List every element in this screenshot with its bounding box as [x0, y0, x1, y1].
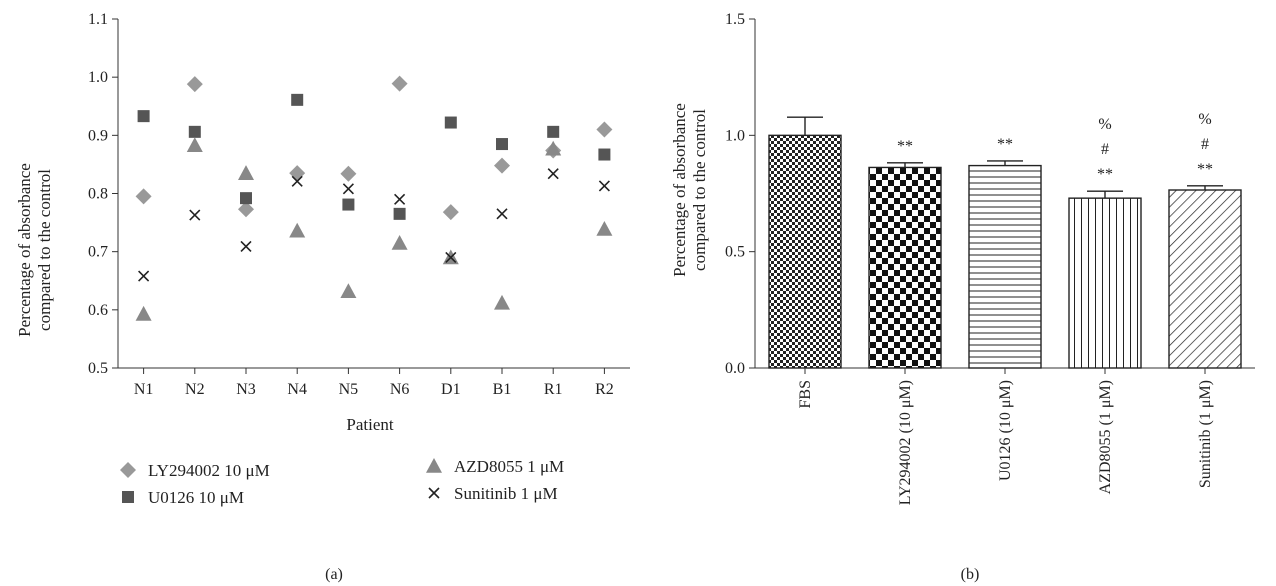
- data-point-cross: [598, 180, 610, 192]
- data-point-square: [291, 93, 304, 106]
- panel-label-a: (a): [325, 566, 343, 583]
- y-tick-label: 1.1: [88, 11, 108, 28]
- data-point-diamond: [391, 75, 408, 92]
- data-point-diamond: [289, 165, 306, 182]
- legend-marker-diamond: [120, 462, 136, 478]
- data-point-triangle: [545, 140, 562, 156]
- bar-4: [1168, 189, 1242, 369]
- scatter-panel-a: Percentage of absorbance compared to the…: [15, 11, 630, 583]
- legend-marker-triangle: [426, 458, 442, 473]
- y-tick-label: 1.5: [725, 11, 745, 28]
- x-tick-label: R1: [544, 381, 563, 398]
- significance-mark: **: [897, 138, 913, 155]
- data-point-cross: [138, 270, 150, 282]
- x-tick-label: N6: [390, 381, 410, 398]
- y-tick-label: 0.0: [725, 360, 745, 377]
- y-label-line-1: Percentage of absorbance: [670, 103, 689, 277]
- x-tick-label: AZD8055 (1 μM): [1097, 380, 1114, 494]
- data-point-cross: [240, 240, 252, 252]
- bar-panel-b: Percentage of absorbance compared to the…: [670, 11, 1255, 583]
- data-point-square: [137, 110, 150, 123]
- x-tick-label: LY294002 (10 μM): [897, 380, 914, 505]
- significance-mark: %: [1198, 111, 1211, 128]
- data-point-square: [444, 116, 457, 129]
- x-tick-label: N1: [134, 381, 154, 398]
- data-point-triangle: [391, 234, 408, 250]
- x-tick-label: FBS: [797, 380, 814, 408]
- data-point-triangle: [494, 294, 510, 310]
- data-point-cross: [496, 208, 508, 220]
- data-point-square: [342, 198, 355, 211]
- y-tick-label: 0.5: [725, 244, 745, 261]
- y-label-line-2: compared to the control: [690, 109, 709, 271]
- x-axis-label-a: Patient: [346, 415, 393, 434]
- significance-mark: #: [1101, 141, 1109, 158]
- data-point-cross: [445, 251, 457, 264]
- legend-label: U0126 10 μM: [148, 488, 244, 507]
- y-tick-label: 0.5: [88, 360, 108, 377]
- data-point-square: [393, 207, 406, 220]
- significance-mark: **: [997, 136, 1013, 153]
- data-point-triangle: [596, 220, 613, 236]
- data-point-triangle: [238, 165, 254, 180]
- y-tick-label: 1.0: [88, 69, 108, 86]
- data-point-diamond: [238, 201, 254, 218]
- y-tick-label: 0.9: [88, 127, 108, 144]
- data-point-square: [547, 125, 560, 138]
- data-point-triangle: [135, 305, 152, 321]
- x-tick-label: D1: [441, 381, 461, 398]
- data-point-diamond: [596, 121, 613, 138]
- y-tick-label: 0.8: [88, 186, 108, 203]
- y-axis-label-a: Percentage of absorbance compared to the…: [15, 163, 54, 337]
- bar-0: [768, 134, 842, 369]
- data-point-cross: [189, 209, 201, 221]
- data-point-triangle: [186, 137, 203, 153]
- x-tick-label: N3: [236, 381, 256, 398]
- data-point-cross: [547, 168, 559, 180]
- significance-mark: **: [1097, 166, 1113, 183]
- data-point-triangle: [289, 222, 306, 238]
- significance-mark: %: [1098, 116, 1111, 133]
- data-point-cross: [342, 183, 354, 195]
- data-point-diamond: [186, 76, 203, 93]
- legend-marker-square: [122, 491, 134, 503]
- data-point-diamond: [340, 165, 357, 182]
- x-tick-label: N4: [287, 381, 307, 398]
- y-label-line-2: compared to the control: [35, 169, 54, 331]
- legend-label: AZD8055 1 μM: [454, 457, 564, 476]
- x-tick-label: N5: [339, 381, 359, 398]
- data-point-diamond: [494, 157, 510, 174]
- data-point-cross: [394, 193, 406, 205]
- legend-label: LY294002 10 μM: [148, 461, 270, 480]
- x-tick-label: R2: [595, 381, 614, 398]
- x-tick-label: U0126 (10 μM): [997, 380, 1014, 481]
- data-point-square: [496, 138, 508, 151]
- data-point-diamond: [135, 188, 152, 205]
- significance-mark: **: [1197, 161, 1213, 178]
- x-tick-label: B1: [493, 381, 512, 398]
- y-tick-label: 0.7: [88, 244, 108, 261]
- panel-label-b: (b): [961, 566, 980, 583]
- significance-mark: #: [1201, 136, 1209, 153]
- x-tick-label: Sunitinib (1 μM): [1197, 380, 1214, 488]
- bar-1: [868, 166, 942, 369]
- legend-label: Sunitinib 1 μM: [454, 484, 558, 503]
- legend-a: LY294002 10 μM U0126 10 μM AZD8055 1 μM Sun…: [120, 457, 564, 507]
- bar-3: [1068, 197, 1142, 369]
- data-point-square: [188, 125, 201, 138]
- x-tick-label: N2: [185, 381, 205, 398]
- data-point-square: [598, 148, 611, 161]
- y-axis-label-b: Percentage of absorbance compared to the…: [670, 103, 709, 277]
- y-tick-label: 0.6: [88, 302, 108, 319]
- data-point-square: [240, 192, 252, 205]
- data-point-triangle: [340, 283, 357, 299]
- bar-2: [968, 164, 1042, 369]
- y-tick-label: 1.0: [725, 127, 745, 144]
- data-point-cross: [291, 175, 303, 187]
- data-point-diamond: [442, 204, 459, 221]
- y-label-line-1: Percentage of absorbance: [15, 163, 34, 337]
- legend-marker-cross: [428, 487, 440, 499]
